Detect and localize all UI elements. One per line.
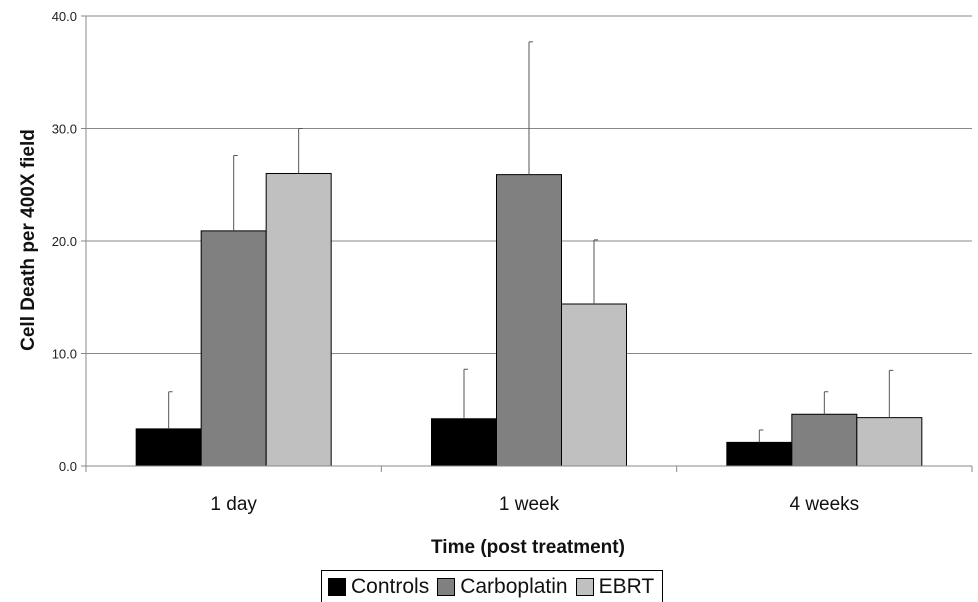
x-tick-label: 4 weeks xyxy=(789,494,859,515)
bar-ebrt-3 xyxy=(856,417,923,467)
bar-carboplatin-2 xyxy=(496,174,562,467)
bars xyxy=(135,173,923,467)
legend-swatch-controls xyxy=(328,577,346,596)
y-tick-labels: 0.0 10.0 20.0 30.0 40.0 xyxy=(52,9,77,474)
y-axis-title: Cell Death per 400X field xyxy=(18,129,39,351)
legend-label-ebrt: EBRT xyxy=(598,575,655,598)
y-tick-label: 40.0 xyxy=(52,9,77,24)
y-tick-label: 20.0 xyxy=(52,234,77,249)
legend-swatch-ebrt xyxy=(575,577,594,596)
bar-carboplatin-3 xyxy=(791,413,858,467)
x-axis-title: Time (post treatment) xyxy=(431,537,625,558)
x-tick-label: 1 week xyxy=(499,494,560,515)
legend-item-ebrt: EBRT xyxy=(575,575,655,598)
y-tick-label: 30.0 xyxy=(52,122,77,137)
y-tick-label: 0.0 xyxy=(59,459,77,474)
x-tick-labels: 1 day 1 week 4 weeks xyxy=(210,494,859,515)
bar-controls-3 xyxy=(726,441,793,467)
bar-ebrt-1 xyxy=(265,173,332,467)
bar-carboplatin-1 xyxy=(200,230,267,467)
error-bars xyxy=(168,41,894,443)
legend-label-carboplatin: Carboplatin xyxy=(460,575,568,598)
axes xyxy=(81,15,973,472)
y-tick-label: 10.0 xyxy=(52,347,77,362)
legend: Controls Carboplatin EBRT xyxy=(321,570,664,602)
bar-controls-1 xyxy=(135,428,202,467)
bar-ebrt-2 xyxy=(561,303,627,467)
legend-item-carboplatin: Carboplatin xyxy=(437,575,568,598)
legend-item-controls: Controls xyxy=(328,576,429,597)
legend-swatch-carboplatin xyxy=(437,577,456,596)
x-tick-label: 1 day xyxy=(210,494,257,515)
bar-controls-2 xyxy=(431,418,497,467)
legend-label-controls: Controls xyxy=(351,575,430,598)
